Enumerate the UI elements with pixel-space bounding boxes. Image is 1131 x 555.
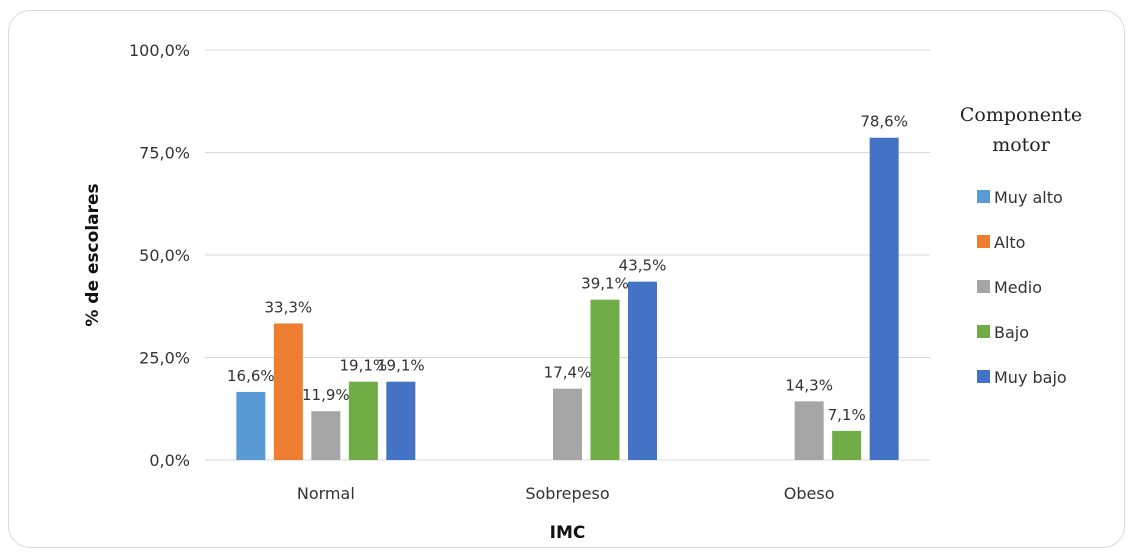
y-tick-label: 0,0%	[149, 451, 190, 470]
bar	[590, 299, 620, 460]
legend-label: Bajo	[994, 323, 1029, 342]
data-label: 43,5%	[619, 257, 667, 275]
data-label: 16,6%	[227, 367, 275, 385]
y-tick-label: 100,0%	[129, 41, 190, 60]
data-label: 7,1%	[828, 406, 866, 424]
bar	[386, 381, 416, 460]
bar	[628, 281, 657, 460]
bar	[794, 401, 824, 460]
x-axis-title: IMC	[550, 523, 586, 543]
y-tick-label: 75,0%	[139, 144, 190, 163]
legend-title: Componente	[960, 104, 1082, 126]
x-tick-label: Obeso	[784, 484, 835, 503]
legend-swatch	[977, 325, 990, 338]
y-tick-label: 25,0%	[139, 349, 190, 368]
bar	[311, 411, 341, 460]
bar	[832, 430, 862, 460]
data-label: 39,1%	[581, 275, 629, 293]
y-tick-label: 50,0%	[139, 246, 190, 265]
bar	[236, 391, 266, 460]
legend-label: Medio	[994, 278, 1042, 297]
data-label: 11,9%	[302, 386, 350, 404]
bar	[553, 388, 582, 460]
legend-label: Alto	[994, 233, 1025, 252]
x-tick-label: Normal	[297, 484, 355, 503]
legend-swatch	[977, 370, 990, 383]
legend-label: Muy bajo	[994, 368, 1067, 387]
legend-label: Muy alto	[994, 188, 1063, 207]
x-tick-label: Sobrepeso	[525, 484, 609, 503]
data-label: 19,1%	[340, 357, 388, 375]
y-axis-title: % de escolares	[83, 183, 103, 326]
legend-title: motor	[992, 134, 1051, 156]
data-label: 33,3%	[265, 298, 313, 316]
bar	[869, 137, 899, 461]
legend-swatch	[977, 190, 990, 203]
data-label: 17,4%	[544, 364, 592, 382]
legend-swatch	[977, 235, 990, 248]
legend-swatch	[977, 280, 990, 293]
bar	[273, 323, 303, 460]
data-label: 14,3%	[785, 376, 833, 394]
data-label: 19,1%	[377, 357, 425, 375]
bar	[348, 381, 378, 460]
data-label: 78,6%	[860, 113, 908, 131]
